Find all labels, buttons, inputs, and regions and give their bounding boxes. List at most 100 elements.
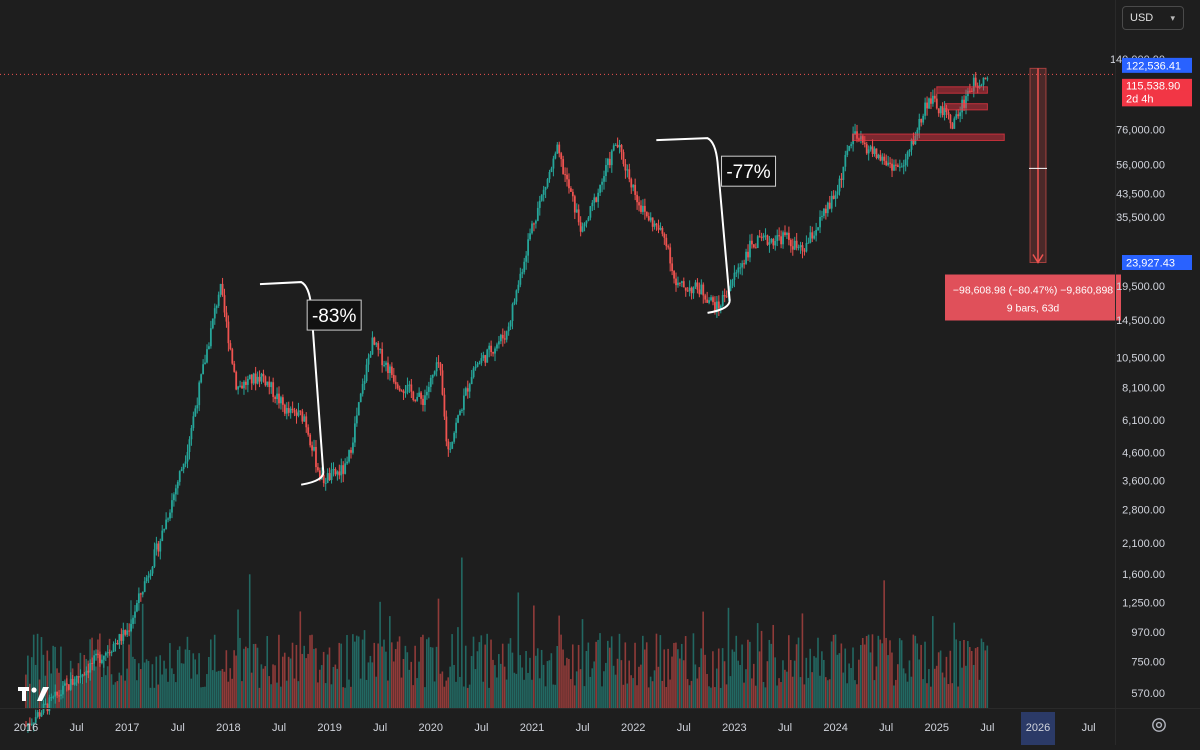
candle-body — [562, 159, 565, 175]
candle-body — [515, 290, 518, 302]
volume-bar — [97, 639, 99, 708]
volume-bar — [823, 659, 825, 708]
volume-bar — [632, 678, 634, 708]
candle-body — [965, 96, 967, 108]
volume-bar — [529, 657, 531, 708]
volume-bar — [875, 666, 878, 708]
candle-body — [118, 634, 121, 645]
volume-bar — [968, 647, 971, 708]
candle-body — [626, 169, 629, 171]
volume-bar — [116, 681, 119, 708]
candle-body — [250, 374, 253, 384]
candle-body — [324, 482, 327, 484]
candle-body — [939, 106, 942, 114]
candle-body — [986, 78, 989, 80]
volume-bar — [285, 680, 288, 708]
candle-body — [272, 382, 275, 397]
volume-bar — [830, 641, 833, 708]
candle-body — [760, 237, 763, 239]
volume-bar — [688, 685, 691, 708]
candle-body — [433, 371, 436, 375]
volume-bar — [174, 682, 177, 708]
candle-body — [383, 364, 385, 366]
candle-body — [422, 398, 424, 405]
candle-body — [970, 90, 973, 92]
volume-bar — [657, 666, 660, 708]
y-axis-tick: 35,500.00 — [1116, 212, 1165, 224]
candle-body — [62, 685, 64, 695]
volume-bar — [36, 633, 39, 708]
candle-body — [957, 114, 960, 117]
tradingview-logo[interactable] — [18, 685, 50, 703]
volume-bar — [963, 639, 965, 708]
volume-bar — [721, 648, 724, 708]
volume-bar — [272, 664, 274, 708]
measure-arrowhead — [1032, 254, 1044, 264]
candle-body — [735, 272, 738, 274]
volume-bar — [373, 642, 376, 708]
candle-body — [910, 139, 913, 150]
volume-bar — [258, 687, 261, 708]
volume-bar — [564, 665, 566, 708]
volume-bar — [354, 641, 356, 708]
drawdown-bracket — [656, 137, 731, 314]
volume-bar — [912, 634, 915, 708]
candle-body — [431, 374, 434, 378]
volume-bar — [389, 616, 391, 708]
candle-body — [932, 95, 934, 104]
candle-body — [571, 191, 574, 197]
candle-body — [614, 144, 617, 146]
candle-body — [850, 144, 853, 146]
y-axis-tick: 2,800.00 — [1122, 505, 1165, 517]
volume-bar — [28, 683, 31, 708]
candle-body — [651, 217, 654, 227]
candle-body — [264, 376, 267, 386]
gear-icon[interactable] — [1150, 716, 1168, 734]
volume-bar — [986, 645, 989, 708]
volume-bar — [702, 611, 704, 708]
candle-body — [451, 441, 454, 449]
candle-body — [136, 603, 138, 612]
candle-body — [447, 441, 450, 450]
x-axis-tick: 2022 — [621, 722, 645, 734]
volume-bar — [665, 687, 667, 708]
currency-selector[interactable]: USD ▾ — [1122, 6, 1184, 30]
volume-bar — [692, 633, 695, 708]
volume-bar — [311, 634, 313, 708]
candle-body — [83, 674, 86, 676]
volume-bar — [65, 675, 68, 708]
volume-bar — [289, 658, 292, 708]
volume-bar — [733, 651, 736, 708]
candle-layer — [25, 71, 989, 733]
candle-body — [122, 630, 125, 641]
x-axis-tick: Jul — [70, 722, 84, 734]
candle-body — [79, 676, 82, 678]
candle-body — [534, 220, 537, 224]
volume-bar — [451, 634, 453, 708]
volume-bar — [893, 685, 895, 708]
volume-bar — [173, 673, 175, 708]
volume-bar — [916, 643, 919, 708]
candle-body — [89, 663, 92, 673]
volume-bar — [268, 676, 270, 708]
volume-bar — [778, 678, 780, 708]
volume-bar — [593, 661, 595, 708]
volume-bar — [924, 641, 926, 708]
candle-body — [209, 328, 212, 347]
volume-bar — [786, 671, 788, 708]
volume-bar — [653, 670, 656, 708]
volume-bar — [780, 682, 782, 708]
volume-bar — [671, 656, 673, 708]
candle-body — [972, 77, 975, 92]
candle-body — [174, 488, 177, 495]
measure-text-bars: 9 bars, 63d — [1007, 303, 1060, 315]
volume-bar — [571, 644, 574, 708]
volume-bar — [758, 651, 761, 708]
volume-bar — [256, 647, 259, 708]
volume-bar — [250, 672, 253, 708]
volume-bar — [776, 685, 778, 708]
candle-body — [912, 139, 915, 145]
volume-bar — [655, 633, 658, 708]
